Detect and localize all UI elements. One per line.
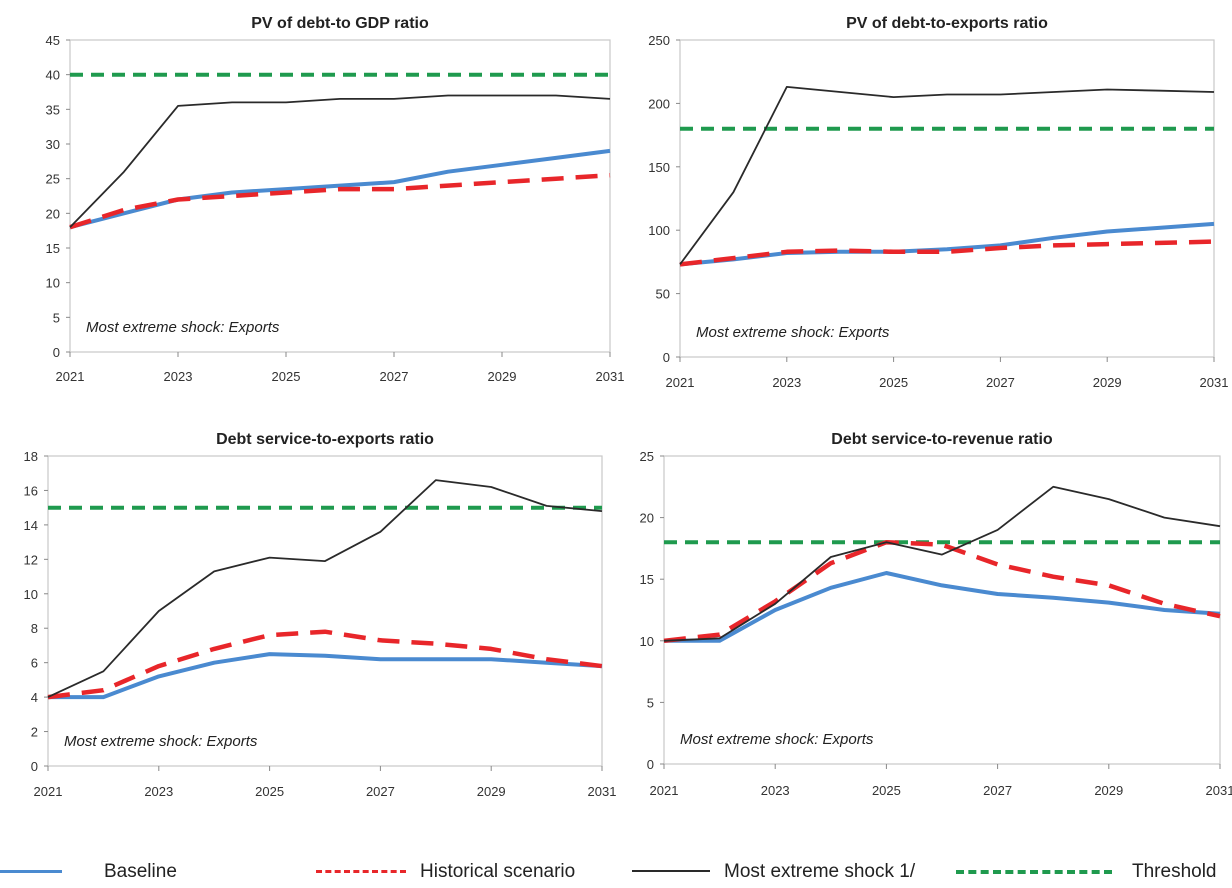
x-tick-label: 2021 xyxy=(650,783,679,798)
series-line-historical xyxy=(69,172,611,230)
y-tick-label: 40 xyxy=(46,68,60,83)
legend-swatch-shock xyxy=(632,870,710,872)
annotation-text: Most extreme shock: Exports xyxy=(696,324,890,341)
y-tick-label: 50 xyxy=(656,287,670,302)
chart-title: PV of debt-to-exports ratio xyxy=(846,15,1048,32)
x-tick-label: 2031 xyxy=(588,784,617,799)
chart-title: Debt service-to-revenue ratio xyxy=(831,431,1053,448)
x-tick-label: 2023 xyxy=(144,784,173,799)
legend-label-shock: Most extreme shock 1/ xyxy=(724,861,916,882)
series-line-baseline xyxy=(69,148,611,230)
x-tick-label: 2023 xyxy=(761,783,790,798)
series-line-historical xyxy=(663,539,1221,644)
x-tick-label: 2021 xyxy=(666,375,695,390)
y-tick-label: 20 xyxy=(46,206,60,221)
x-tick-label: 2025 xyxy=(879,375,908,390)
y-tick-label: 6 xyxy=(31,656,38,671)
series-line-shock xyxy=(663,485,1221,642)
x-tick-label: 2029 xyxy=(477,784,506,799)
y-tick-label: 10 xyxy=(24,587,38,602)
y-tick-label: 150 xyxy=(648,160,670,175)
legend-swatch-baseline xyxy=(0,870,62,873)
y-tick-label: 14 xyxy=(24,518,38,533)
series-line-historical xyxy=(679,239,1215,267)
annotation-text: Most extreme shock: Exports xyxy=(64,733,258,750)
plot-frame xyxy=(47,455,603,767)
y-tick-label: 0 xyxy=(647,757,654,772)
annotation-text: Most extreme shock: Exports xyxy=(86,319,280,336)
x-tick-label: 2031 xyxy=(596,369,625,384)
x-tick-label: 2031 xyxy=(1200,375,1229,390)
x-tick-label: 2027 xyxy=(986,375,1015,390)
y-tick-label: 15 xyxy=(640,572,654,587)
annotation-text: Most extreme shock: Exports xyxy=(680,731,874,748)
y-tick-label: 0 xyxy=(53,345,60,360)
series-line-shock xyxy=(47,479,603,698)
y-tick-label: 20 xyxy=(640,511,654,526)
chart-4: Debt service-to-revenue ratio05101520252… xyxy=(640,431,1232,798)
chart-title: Debt service-to-exports ratio xyxy=(216,431,434,448)
legend-swatch-historical xyxy=(316,870,406,873)
plot-frame xyxy=(69,39,611,353)
series-line-baseline xyxy=(48,652,603,700)
y-tick-label: 250 xyxy=(648,33,670,48)
x-tick-label: 2029 xyxy=(488,369,517,384)
x-tick-label: 2021 xyxy=(56,369,85,384)
y-tick-label: 25 xyxy=(640,449,654,464)
x-tick-label: 2027 xyxy=(380,369,409,384)
y-tick-label: 2 xyxy=(31,725,38,740)
chart-title: PV of debt-to GDP ratio xyxy=(251,15,429,32)
series-line-shock xyxy=(69,94,611,228)
x-tick-label: 2023 xyxy=(164,369,193,384)
legend-label-baseline: Baseline xyxy=(104,861,177,882)
series-line-baseline xyxy=(664,571,1221,643)
y-tick-label: 45 xyxy=(46,33,60,48)
x-tick-label: 2029 xyxy=(1093,375,1122,390)
y-tick-label: 5 xyxy=(647,695,654,710)
x-tick-label: 2023 xyxy=(772,375,801,390)
chart-2: PV of debt-to-exports ratio 0 50 100 150 200 2… xyxy=(648,15,1228,390)
chart-3: Debt service-to-exports ratio 0 2 4 6 8 10 12 14… xyxy=(24,431,617,799)
plot-frame xyxy=(663,455,1221,765)
y-tick-label: 35 xyxy=(46,102,60,117)
y-tick-label: 0 xyxy=(663,350,670,365)
x-tick-label: 2025 xyxy=(255,784,284,799)
y-tick-label: 18 xyxy=(24,449,38,464)
y-tick-label: 15 xyxy=(46,241,60,256)
y-tick-label: 30 xyxy=(46,137,60,152)
y-tick-label: 10 xyxy=(46,276,60,291)
x-tick-label: 2031 xyxy=(1206,783,1232,798)
x-tick-label: 2025 xyxy=(272,369,301,384)
x-tick-label: 2029 xyxy=(1094,783,1123,798)
y-tick-label: 200 xyxy=(648,96,670,111)
y-tick-label: 5 xyxy=(53,310,60,325)
x-tick-label: 2025 xyxy=(872,783,901,798)
x-tick-label: 2027 xyxy=(983,783,1012,798)
y-tick-label: 0 xyxy=(31,759,38,774)
y-tick-label: 25 xyxy=(46,172,60,187)
chart-1: PV of debt-to GDP ratio05101520253035404… xyxy=(46,15,625,384)
legend: Baseline Historical scenario Most extrem… xyxy=(0,856,1232,886)
legend-swatch-threshold xyxy=(956,870,1112,874)
y-tick-label: 8 xyxy=(31,621,38,636)
legend-label-threshold: Threshold xyxy=(1132,861,1217,882)
x-tick-label: 2027 xyxy=(366,784,395,799)
legend-label-historical: Historical scenario xyxy=(420,861,576,882)
series-line-shock xyxy=(679,86,1215,265)
plot-frame xyxy=(679,39,1215,358)
y-tick-label: 12 xyxy=(24,552,38,567)
x-tick-label: 2021 xyxy=(34,784,63,799)
y-tick-label: 100 xyxy=(648,223,670,238)
y-tick-label: 16 xyxy=(24,483,38,498)
y-tick-label: 4 xyxy=(31,690,38,705)
series-line-historical xyxy=(47,629,603,700)
y-tick-label: 10 xyxy=(640,634,654,649)
